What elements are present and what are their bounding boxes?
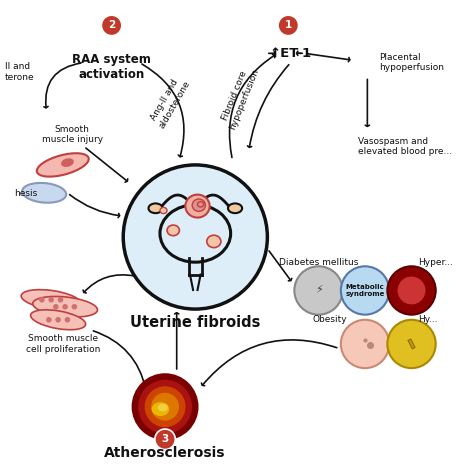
Text: Placental
hypoperfusion: Placental hypoperfusion	[379, 53, 444, 73]
Ellipse shape	[31, 310, 86, 330]
Ellipse shape	[58, 297, 63, 302]
Ellipse shape	[37, 153, 89, 177]
Text: ↑ET-1: ↑ET-1	[270, 47, 312, 60]
Circle shape	[101, 15, 122, 36]
Circle shape	[341, 266, 389, 315]
Circle shape	[145, 386, 185, 427]
Text: Smooth muscle
cell proliferation: Smooth muscle cell proliferation	[26, 334, 100, 354]
Text: Smooth
muscle injury: Smooth muscle injury	[42, 125, 103, 145]
Ellipse shape	[167, 225, 179, 236]
Circle shape	[398, 276, 426, 304]
Ellipse shape	[46, 317, 52, 323]
Text: Diabetes mellitus: Diabetes mellitus	[279, 258, 358, 267]
Ellipse shape	[21, 290, 81, 310]
Text: RAA system
activation: RAA system activation	[72, 53, 151, 82]
Ellipse shape	[160, 208, 167, 214]
Ellipse shape	[185, 195, 210, 218]
Ellipse shape	[48, 297, 54, 302]
Circle shape	[138, 380, 192, 434]
Circle shape	[387, 266, 436, 315]
Circle shape	[294, 266, 343, 315]
Text: Atherosclerosis: Atherosclerosis	[104, 446, 226, 460]
Text: Uterine fibroids: Uterine fibroids	[130, 315, 261, 329]
Text: 1: 1	[285, 20, 292, 30]
Circle shape	[387, 320, 436, 368]
Text: II and
terone: II and terone	[5, 62, 34, 82]
Text: Metabolic
syndrome: Metabolic syndrome	[346, 284, 385, 297]
Circle shape	[341, 320, 389, 368]
Text: Hy...: Hy...	[419, 315, 438, 324]
Ellipse shape	[152, 402, 169, 416]
Ellipse shape	[22, 183, 66, 203]
Circle shape	[155, 429, 175, 449]
Circle shape	[151, 393, 179, 421]
Text: Vasospasm and
elevated blood pre...: Vasospasm and elevated blood pre...	[358, 137, 452, 156]
Text: Fibroid core
hypoperfusion: Fibroid core hypoperfusion	[218, 64, 261, 131]
Text: Obesity: Obesity	[313, 315, 347, 324]
Text: hesis: hesis	[14, 189, 37, 198]
Ellipse shape	[39, 297, 45, 302]
Text: ⚡: ⚡	[315, 285, 322, 295]
Ellipse shape	[148, 203, 163, 213]
Circle shape	[132, 373, 199, 440]
Text: 2: 2	[108, 20, 115, 30]
Text: Ang-II and
aldosterone: Ang-II and aldosterone	[147, 74, 192, 130]
Circle shape	[278, 15, 299, 36]
Text: 3: 3	[162, 434, 169, 444]
Ellipse shape	[207, 235, 221, 247]
Ellipse shape	[55, 317, 61, 323]
Ellipse shape	[64, 317, 70, 323]
Ellipse shape	[61, 158, 74, 167]
Ellipse shape	[53, 304, 59, 310]
Circle shape	[123, 165, 267, 309]
Text: Hyper...: Hyper...	[419, 258, 454, 267]
Ellipse shape	[228, 203, 242, 213]
Ellipse shape	[72, 304, 77, 310]
Ellipse shape	[62, 304, 68, 310]
Ellipse shape	[33, 296, 98, 317]
Ellipse shape	[158, 404, 168, 411]
Ellipse shape	[192, 199, 205, 211]
